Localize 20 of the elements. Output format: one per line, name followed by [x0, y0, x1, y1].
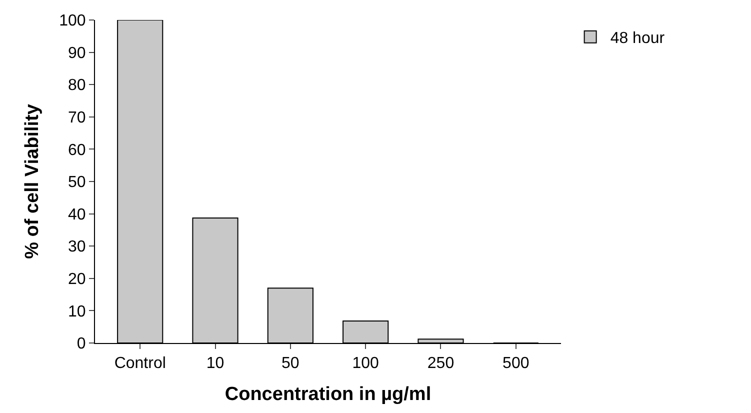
- y-tick-label: 70: [68, 110, 86, 126]
- y-tick-label: 90: [68, 44, 86, 62]
- x-tick-label: 500: [502, 355, 530, 372]
- y-tick-label: 60: [68, 142, 86, 159]
- x-tick-label: 10: [206, 355, 224, 372]
- y-tick-label: 50: [68, 174, 86, 192]
- legend-label: 48 hour: [610, 30, 666, 48]
- y-tick-label: 20: [68, 271, 86, 288]
- y-tick-label: 80: [68, 77, 86, 94]
- y-tick-label: 10: [68, 303, 86, 320]
- y-tick-label: 0: [76, 336, 86, 353]
- x-tick-label: Control: [114, 355, 166, 372]
- y-tick-label: 100: [59, 12, 86, 30]
- y-tick-label: 40: [68, 206, 86, 224]
- x-axis-title: Concentration in µg/ml: [224, 384, 432, 405]
- y-tick-label: 30: [68, 238, 86, 256]
- y-axis-title: % of cell Viability: [22, 104, 43, 259]
- x-tick-label: 50: [282, 355, 300, 372]
- x-tick-label: 250: [427, 355, 454, 372]
- x-tick-label: 100: [352, 355, 380, 372]
